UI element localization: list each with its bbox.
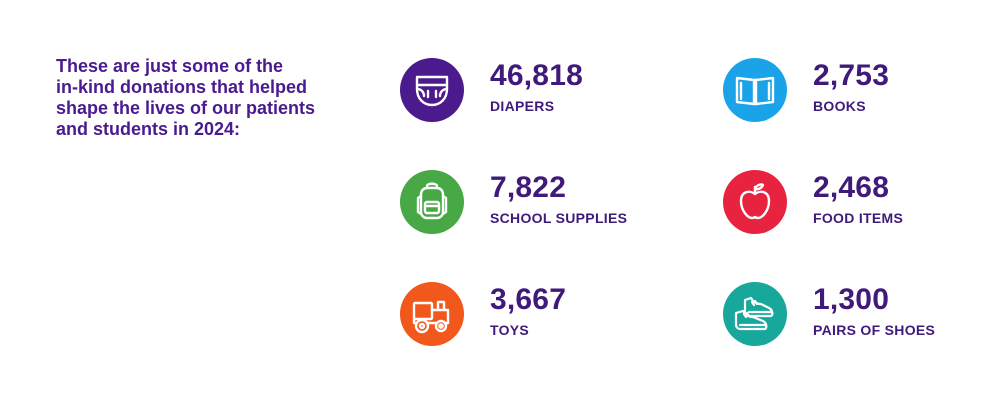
stat-books: 2,753 BOOKS	[723, 58, 983, 122]
stat-toys: 3,667 TOYS	[400, 282, 660, 346]
stat-label: PAIRS OF SHOES	[813, 322, 936, 338]
intro-text: These are just some of the in-kind donat…	[56, 56, 316, 139]
stat-label: SCHOOL SUPPLIES	[490, 210, 628, 226]
stat-label: DIAPERS	[490, 98, 555, 114]
toy-train-icon	[400, 282, 464, 346]
apple-icon	[723, 170, 787, 234]
stat-label: FOOD ITEMS	[813, 210, 904, 226]
stat-label: BOOKS	[813, 98, 866, 114]
diaper-icon	[400, 58, 464, 122]
stat-label: TOYS	[490, 322, 530, 338]
book-icon	[723, 58, 787, 122]
stat-diapers: 46,818 DIAPERS	[400, 58, 660, 122]
backpack-icon	[400, 170, 464, 234]
stat-school-supplies: 7,822 SCHOOL SUPPLIES	[400, 170, 660, 234]
stat-value: 3,667	[490, 283, 567, 316]
stat-value: 7,822	[490, 171, 567, 204]
shoes-icon	[723, 282, 787, 346]
stat-shoes: 1,300 PAIRS OF SHOES	[723, 282, 983, 346]
stat-value: 1,300	[813, 283, 890, 316]
stat-food-items: 2,468 FOOD ITEMS	[723, 170, 983, 234]
stat-value: 46,818	[490, 59, 583, 92]
stat-value: 2,753	[813, 59, 890, 92]
stat-value: 2,468	[813, 171, 890, 204]
